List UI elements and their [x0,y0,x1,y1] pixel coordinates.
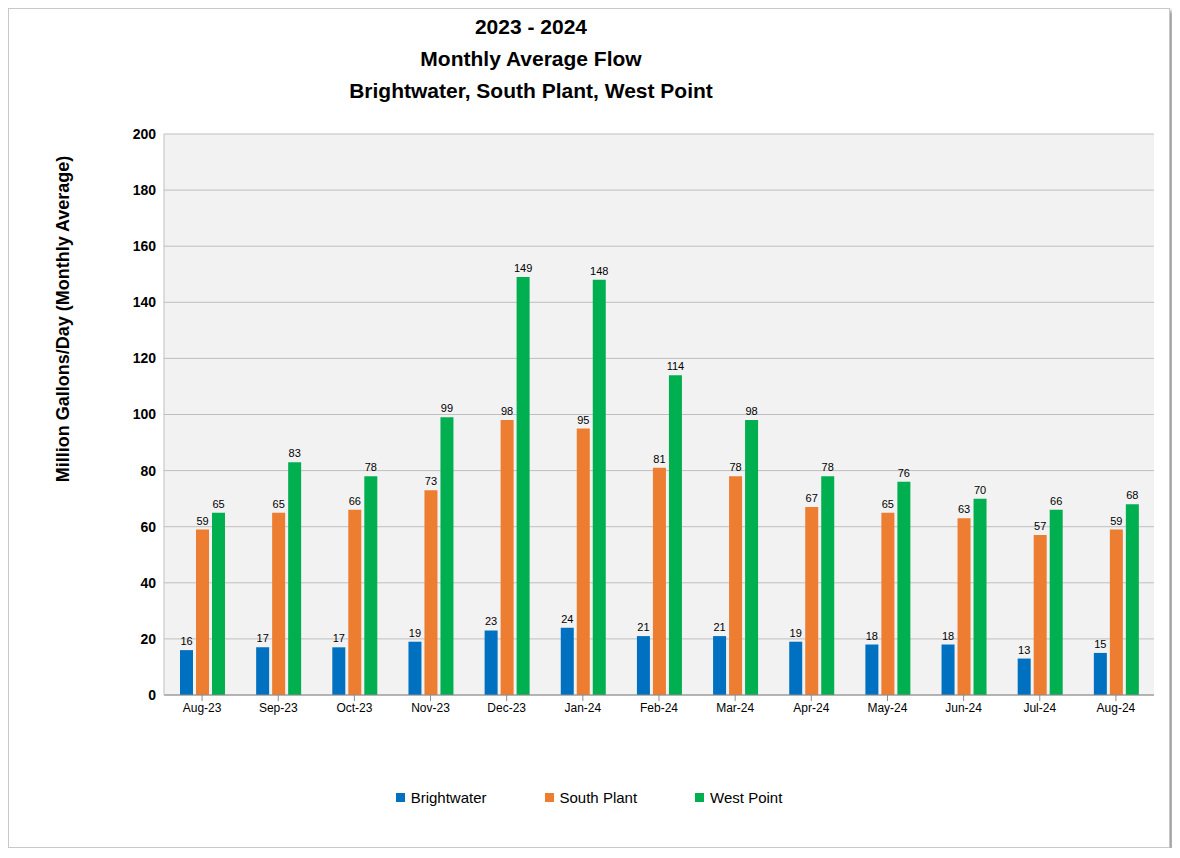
svg-text:98: 98 [501,405,513,417]
svg-text:100: 100 [133,406,157,422]
html-text:Million Gallons/Day (Monthly A: Million Gallons/Day (Monthly Average) [52,155,73,483]
svg-text:78: 78 [365,461,377,473]
svg-text:May-24: May-24 [867,701,907,715]
html-text:Monthly Average Flow: Monthly Average Flow [420,47,642,70]
svg-text:83: 83 [289,447,301,459]
svg-text:Jul-24: Jul-24 [1023,701,1056,715]
svg-text:Apr-24: Apr-24 [793,701,829,715]
svg-text:Jun-24: Jun-24 [945,701,982,715]
svg-text:17: 17 [257,632,269,644]
svg-text:95: 95 [577,414,589,426]
svg-text:20: 20 [140,631,156,647]
svg-text:140: 140 [133,294,157,310]
svg-text:Jan-24: Jan-24 [564,701,601,715]
svg-text:19: 19 [409,627,421,639]
svg-text:81: 81 [653,453,665,465]
html-text:Brightwater, South Plant, West: Brightwater, South Plant, West Point [349,79,713,102]
svg-text:99: 99 [441,402,453,414]
svg-text:66: 66 [349,495,361,507]
svg-text:Oct-23: Oct-23 [336,701,372,715]
svg-text:63: 63 [958,503,970,515]
svg-text:Sep-23: Sep-23 [259,701,298,715]
svg-text:15: 15 [1094,638,1106,650]
svg-text:78: 78 [729,461,741,473]
svg-text:16: 16 [180,635,192,647]
svg-text:40: 40 [140,575,156,591]
html-text:South Plant: South Plant [559,789,638,806]
svg-text:66: 66 [1050,495,1062,507]
svg-text:80: 80 [140,463,156,479]
svg-text:60: 60 [140,519,156,535]
svg-text:68: 68 [1126,489,1138,501]
html-text:West Point: West Point [710,789,783,806]
svg-text:160: 160 [133,238,157,254]
svg-text:Aug-24: Aug-24 [1097,701,1136,715]
svg-text:114: 114 [667,360,685,372]
svg-text:Dec-23: Dec-23 [487,701,526,715]
svg-text:98: 98 [745,405,757,417]
svg-text:0: 0 [148,687,156,703]
svg-text:21: 21 [713,621,725,633]
svg-text:59: 59 [1110,515,1122,527]
svg-text:76: 76 [898,467,910,479]
svg-text:19: 19 [790,627,802,639]
svg-text:21: 21 [637,621,649,633]
html-text:2023 - 2024: 2023 - 2024 [474,15,587,38]
svg-text:148: 148 [590,265,608,277]
svg-text:59: 59 [196,515,208,527]
svg-text:Nov-23: Nov-23 [411,701,450,715]
svg-text:18: 18 [942,630,954,642]
svg-text:17: 17 [333,632,345,644]
svg-text:23: 23 [485,615,497,627]
svg-text:180: 180 [133,182,157,198]
svg-text:57: 57 [1034,520,1046,532]
svg-text:78: 78 [822,461,834,473]
svg-text:120: 120 [133,350,157,366]
svg-text:65: 65 [882,498,894,510]
svg-text:65: 65 [212,498,224,510]
svg-text:13: 13 [1018,644,1030,656]
svg-text:200: 200 [133,126,157,142]
svg-text:18: 18 [866,630,878,642]
svg-text:Mar-24: Mar-24 [716,701,754,715]
svg-text:65: 65 [273,498,285,510]
svg-text:67: 67 [806,492,818,504]
svg-text:70: 70 [974,484,986,496]
svg-text:Aug-23: Aug-23 [183,701,222,715]
svg-text:Feb-24: Feb-24 [640,701,678,715]
svg-text:149: 149 [514,262,532,274]
svg-text:73: 73 [425,475,437,487]
svg-text:24: 24 [561,613,573,625]
html-text:Brightwater: Brightwater [410,789,487,806]
